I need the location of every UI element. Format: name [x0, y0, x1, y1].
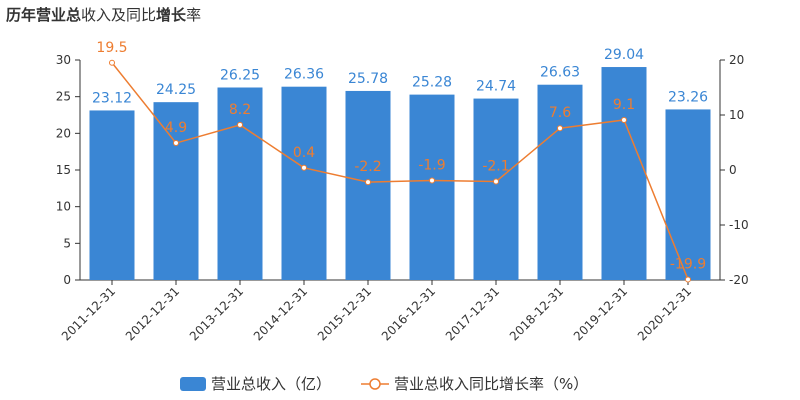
- growth-rate-point: [429, 177, 435, 184]
- revenue-bar: [537, 84, 583, 280]
- growth-rate-point: [557, 125, 563, 132]
- x-axis-tick-label: 2013-12-31: [187, 284, 246, 343]
- growth-rate-label: 7.6: [549, 105, 571, 121]
- growth-rate-label: 8.2: [229, 102, 251, 118]
- revenue-bar: [281, 86, 327, 281]
- revenue-bar-label: 26.25: [220, 68, 260, 84]
- legend-label-growth: 营业总收入同比增长率（%）: [394, 375, 588, 393]
- revenue-bar-label: 26.36: [284, 67, 324, 83]
- left-axis-tick-label: 5: [63, 236, 71, 250]
- revenue-bar: [409, 94, 455, 280]
- growth-rate-label: 4.9: [165, 120, 187, 136]
- line-marker-icon: [369, 378, 381, 390]
- revenue-bar: [153, 102, 199, 281]
- chart-title-part: 历年: [6, 6, 37, 24]
- left-axis-tick-label: 15: [56, 163, 71, 177]
- growth-rate-label: 19.5: [96, 40, 127, 56]
- left-axis-tick-label: 10: [56, 200, 71, 214]
- growth-rate-point: [173, 140, 179, 147]
- x-axis-tick-label: 2015-12-31: [315, 284, 374, 343]
- revenue-bar: [345, 90, 391, 281]
- bar-swatch-icon: [180, 377, 206, 391]
- chart-title-part: 增长: [156, 6, 187, 24]
- left-axis-tick-label: 0: [63, 273, 71, 287]
- growth-rate-label: 0.4: [293, 145, 315, 161]
- growth-rate-point: [237, 121, 243, 128]
- revenue-bar-label: 23.12: [92, 90, 132, 106]
- left-axis-tick-label: 20: [56, 126, 71, 140]
- right-axis-tick-label: 0: [729, 163, 737, 177]
- revenue-bar-label: 29.04: [604, 47, 644, 63]
- revenue-bar: [89, 110, 135, 280]
- chart-title-part: 营业总: [36, 6, 82, 24]
- growth-rate-point: [301, 164, 307, 171]
- revenue-bar-label: 24.74: [476, 79, 516, 95]
- growth-rate-point: [109, 59, 115, 66]
- right-axis-tick-label: 20: [729, 53, 744, 67]
- revenue-bar: [601, 67, 647, 280]
- x-axis-tick-label: 2011-12-31: [59, 284, 118, 343]
- x-axis-tick-label: 2014-12-31: [251, 284, 310, 343]
- x-axis-tick-label: 2018-12-31: [507, 284, 566, 343]
- growth-rate-line: [111, 62, 689, 280]
- x-axis-tick-label: 2016-12-31: [379, 284, 438, 343]
- growth-rate-label: 9.1: [613, 97, 635, 113]
- growth-rate-label: -1.9: [418, 157, 445, 173]
- revenue-bar: [217, 87, 263, 280]
- revenue-bar-label: 26.63: [540, 65, 580, 81]
- revenue-bar: [665, 109, 711, 280]
- right-axis-tick-label: -20: [729, 273, 749, 287]
- right-axis-tick-label: -10: [729, 218, 749, 232]
- growth-rate-point: [493, 178, 499, 185]
- x-axis-tick-label: 2020-12-31: [635, 284, 694, 343]
- growth-rate-label: -19.9: [670, 256, 706, 272]
- revenue-bar-label: 25.28: [412, 75, 452, 91]
- revenue-bar-label: 25.78: [348, 71, 388, 87]
- revenue-bar-label: 24.25: [156, 82, 196, 98]
- x-axis-tick-label: 2012-12-31: [123, 284, 182, 343]
- growth-rate-point: [365, 179, 371, 186]
- x-axis-tick-label: 2017-12-31: [443, 284, 502, 343]
- chart-title: 历年营业总收入及同比增长率: [6, 4, 201, 25]
- right-axis-tick-label: 10: [729, 108, 744, 122]
- growth-rate-point: [621, 116, 627, 123]
- growth-rate-label: -2.1: [482, 159, 509, 175]
- revenue-bar-label: 23.26: [668, 89, 708, 105]
- legend-label-revenue: 营业总收入（亿）: [211, 375, 331, 393]
- chart-title-part: 率: [186, 6, 202, 24]
- growth-rate-point: [685, 276, 691, 283]
- left-axis-tick-label: 25: [56, 90, 71, 104]
- chart-title-part: 收入及同比: [81, 6, 157, 24]
- left-axis-tick-label: 30: [56, 53, 71, 67]
- x-axis-tick-label: 2019-12-31: [571, 284, 630, 343]
- growth-rate-label: -2.2: [354, 159, 381, 175]
- revenue-bar: [473, 98, 519, 280]
